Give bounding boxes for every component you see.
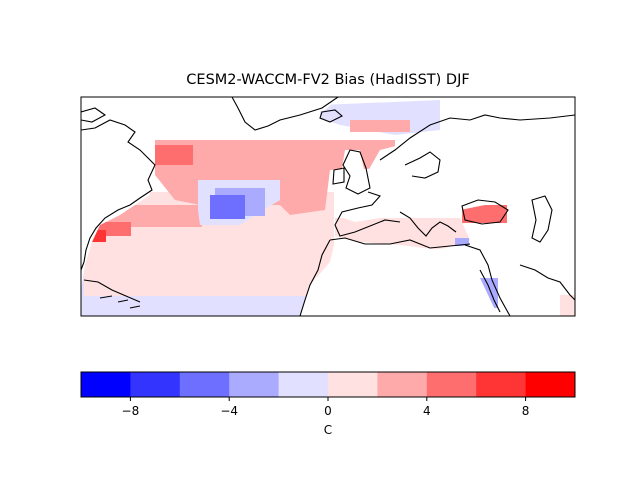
- ireland-coast: [332, 167, 345, 185]
- black-sea-warm: [462, 205, 507, 223]
- colorbar-segment: [229, 372, 280, 397]
- north-america-land: [81, 130, 150, 290]
- colorbar-tick-label: 8: [522, 404, 530, 418]
- colorbar-tick-label: 4: [423, 404, 431, 418]
- bias-field: [81, 97, 575, 316]
- italy-greece-coast: [399, 211, 457, 237]
- colorbar-segment: [476, 372, 527, 397]
- colorbar: −8 −4 0 4 8: [80, 371, 576, 418]
- colorbar-segment: [525, 372, 576, 397]
- british-isles-coast: [342, 149, 371, 195]
- colorbar-tick-label: 0: [324, 404, 332, 418]
- arabia-coast: [519, 264, 575, 301]
- nordic-warm-strip: [350, 120, 410, 132]
- iceland-coast: [319, 109, 343, 123]
- aegean-cold: [455, 238, 469, 246]
- red-sea-coast: [479, 269, 501, 313]
- map-title: CESM2-WACCM-FV2 Bias (HadISST) DJF: [186, 72, 470, 88]
- iberia-france-coast: [334, 191, 401, 237]
- colorbar-segment: [377, 372, 428, 397]
- colorbar-tick-label: −4: [220, 404, 238, 418]
- levant-coast: [464, 244, 511, 316]
- arabian-sea-edge-warm: [560, 295, 575, 316]
- caribbean-islands: [99, 295, 141, 309]
- colorbar-segment: [278, 372, 329, 397]
- colorbar-segment: [426, 372, 477, 397]
- map-frame: [80, 96, 576, 317]
- central-cold-center: [210, 195, 245, 219]
- africa-land: [300, 240, 498, 316]
- caribbean-coast: [83, 279, 141, 303]
- scandinavia-coast: [379, 114, 575, 161]
- baltic-coast: [404, 151, 441, 179]
- colorbar-segment: [81, 372, 131, 397]
- europe-land: [335, 110, 575, 222]
- colorbar-segment: [179, 372, 230, 397]
- hudson-bay-coast: [81, 107, 107, 123]
- colorbar-segment: [328, 372, 378, 397]
- greenland-land: [230, 97, 340, 130]
- labrador-warm: [155, 145, 193, 165]
- black-sea-coast: [461, 199, 509, 225]
- colorbar-tick-label: −8: [122, 404, 140, 418]
- caspian-coast: [531, 195, 553, 243]
- north-america-coast: [81, 119, 156, 271]
- tropical-atlantic-slight-cold-west: [130, 296, 300, 316]
- north-africa-coast: [329, 237, 471, 249]
- west-africa-coast: [299, 239, 331, 316]
- coastlines: [81, 97, 575, 316]
- greenland-coast: [231, 97, 339, 131]
- colorbar-unit-label: C: [324, 423, 332, 437]
- colorbar-segment: [130, 372, 181, 397]
- middle-east-land: [470, 225, 575, 295]
